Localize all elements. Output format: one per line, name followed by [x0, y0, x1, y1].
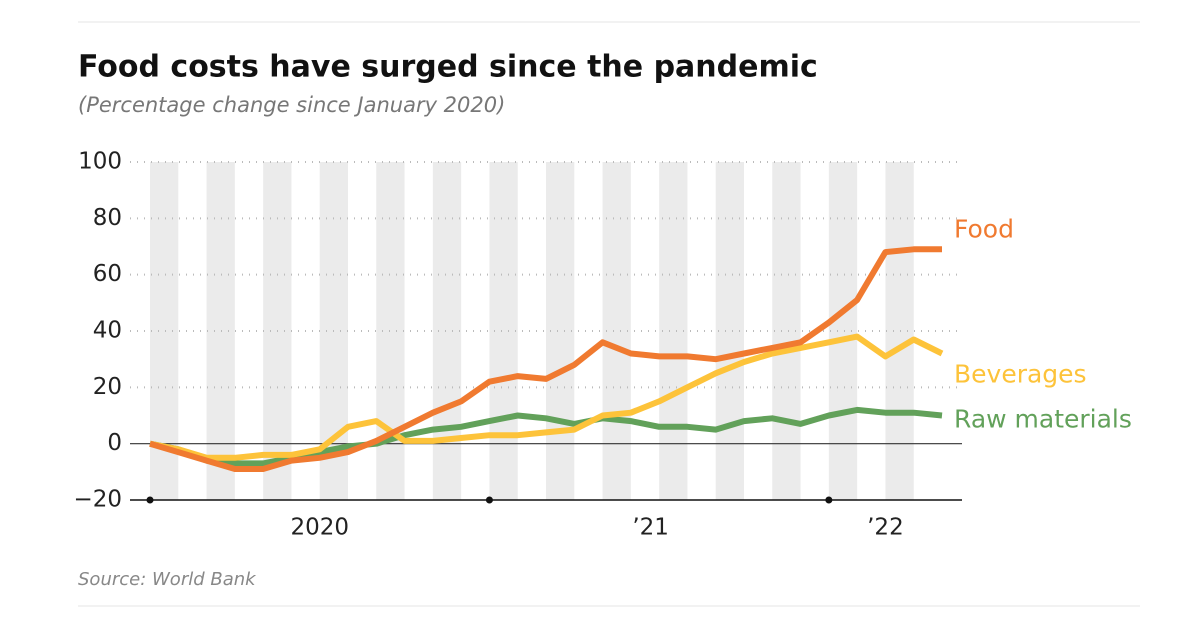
- series-label: Beverages: [954, 360, 1087, 389]
- x-tick-label: ’22: [867, 515, 904, 541]
- x-tick-label: ’21: [632, 515, 669, 541]
- y-tick-label: −20: [73, 487, 122, 513]
- series-label: Food: [954, 214, 1014, 243]
- stripe: [828, 162, 858, 500]
- stripe: [885, 162, 914, 500]
- chart-title: Food costs have surged since the pandemi…: [78, 50, 818, 85]
- stripe: [432, 162, 462, 500]
- series-label: Raw materials: [954, 405, 1132, 434]
- y-tick-label: 80: [93, 205, 122, 231]
- year-dot: [146, 496, 154, 504]
- stripe: [376, 162, 405, 500]
- stripe: [206, 162, 235, 500]
- y-tick-label: 40: [93, 318, 122, 344]
- x-tick-label: 2020: [290, 515, 349, 541]
- series-line: [149, 246, 942, 472]
- y-tick-label: 100: [78, 149, 122, 175]
- stripe: [772, 162, 801, 500]
- series-line: [149, 406, 943, 467]
- chart-subtitle: (Percentage change since January 2020): [78, 93, 505, 117]
- source-note: Source: World Bank: [78, 569, 257, 590]
- year-dot: [485, 496, 493, 504]
- y-tick-label: 0: [107, 430, 122, 456]
- y-tick-label: 20: [93, 374, 122, 400]
- series-line: [149, 333, 944, 461]
- year-dot: [825, 496, 833, 504]
- stripe: [489, 162, 518, 500]
- y-tick-label: 60: [93, 261, 122, 287]
